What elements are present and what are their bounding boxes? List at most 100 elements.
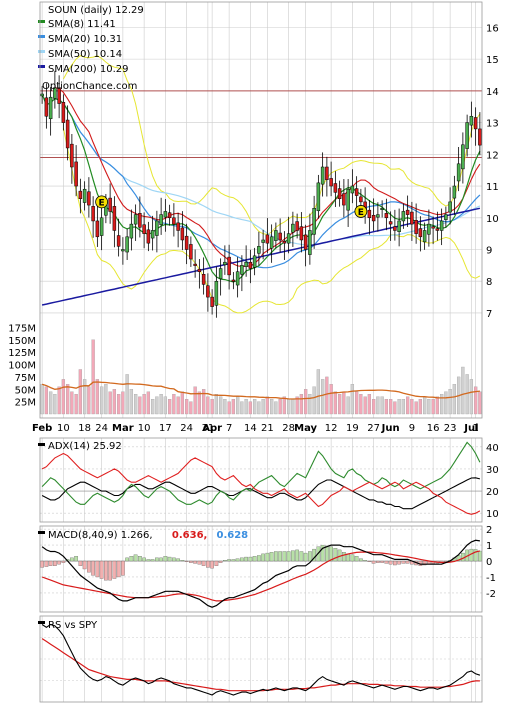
volume-bar-67 bbox=[325, 376, 329, 415]
macd-hist-bar-84 bbox=[397, 560, 401, 565]
volume-ma-line bbox=[41, 381, 480, 400]
candle-body-59 bbox=[291, 223, 295, 233]
x-label-18: Jun bbox=[381, 423, 400, 434]
price-ytick-7: 7 bbox=[486, 309, 492, 320]
macd-hist-bar-21 bbox=[129, 556, 134, 562]
macd-hist-bar-12 bbox=[91, 560, 95, 576]
candle-body-24 bbox=[142, 224, 146, 234]
bollinger-lower bbox=[62, 127, 481, 314]
volume-bar-101 bbox=[469, 379, 474, 415]
volume-bar-9 bbox=[78, 369, 83, 415]
macd-hist-bar-48 bbox=[244, 556, 248, 562]
macd-hist-bar-34 bbox=[184, 560, 189, 562]
volume-bar-47 bbox=[240, 401, 244, 415]
volume-bar-61 bbox=[299, 394, 304, 415]
adx-series-2 bbox=[41, 452, 481, 515]
macd-legend-swatch bbox=[38, 531, 45, 534]
macd-hist-bar-50 bbox=[252, 556, 257, 562]
volume-bar-86 bbox=[405, 396, 410, 415]
candle-body-44 bbox=[227, 256, 231, 276]
macd-ytick-2: 2 bbox=[486, 525, 492, 536]
candle-body-31 bbox=[172, 217, 176, 225]
x-label-6: 17 bbox=[159, 423, 172, 434]
volume-bar-96 bbox=[448, 389, 452, 415]
candle-body-84 bbox=[397, 220, 401, 232]
candle-body-61 bbox=[299, 226, 304, 241]
candle-body-81 bbox=[384, 213, 389, 219]
candle-body-38 bbox=[201, 274, 206, 285]
macd-hist-bar-81 bbox=[384, 560, 389, 564]
macd-hist-bar-72 bbox=[346, 553, 350, 562]
candle-body-46 bbox=[235, 271, 240, 286]
volume-bar-78 bbox=[371, 399, 376, 415]
candle-body-97 bbox=[452, 185, 457, 199]
candle-body-45 bbox=[231, 279, 236, 282]
volume-bar-73 bbox=[350, 384, 355, 415]
x-label-3: 24 bbox=[95, 423, 108, 434]
volume-bar-60 bbox=[295, 396, 299, 415]
volume-bar-13 bbox=[95, 379, 100, 415]
candle-body-89 bbox=[418, 228, 423, 238]
volume-bar-35 bbox=[189, 401, 193, 415]
candle-body-18 bbox=[116, 235, 121, 247]
candle-body-87 bbox=[410, 211, 414, 225]
candle-body-82 bbox=[388, 221, 393, 225]
volume-bar-102 bbox=[473, 386, 478, 415]
volume-bar-4 bbox=[57, 386, 61, 415]
candle-body-69 bbox=[333, 183, 338, 193]
candle-body-13 bbox=[95, 220, 100, 238]
volume-bar-65 bbox=[316, 369, 321, 415]
volume-bar-83 bbox=[393, 401, 397, 415]
volume-bar-17 bbox=[112, 389, 117, 415]
macd-hist-bar-85 bbox=[401, 560, 406, 564]
volume-bar-79 bbox=[376, 396, 380, 415]
macd-hist-bar-32 bbox=[176, 558, 180, 562]
watermark-text: OptionChance.com bbox=[42, 81, 137, 92]
volume-bar-54 bbox=[269, 399, 274, 415]
macd-hist-bar-38 bbox=[201, 560, 206, 566]
candle-body-70 bbox=[337, 188, 342, 199]
volume-bar-21 bbox=[129, 389, 134, 415]
macd-hist-bar-51 bbox=[257, 555, 261, 562]
candle-body-101 bbox=[469, 115, 474, 126]
volume-bar-51 bbox=[257, 401, 261, 415]
volume-bar-10 bbox=[82, 379, 87, 415]
volume-bar-38 bbox=[201, 389, 206, 415]
macd-hist-bar-56 bbox=[278, 551, 282, 562]
macd-hist-bar-9 bbox=[78, 560, 83, 566]
price-ytick-8: 8 bbox=[486, 277, 492, 288]
macd-line bbox=[41, 539, 480, 608]
adx-series-0 bbox=[41, 477, 481, 510]
volume-ytick-0: 25M bbox=[15, 398, 36, 409]
price-ytick-10: 10 bbox=[486, 214, 499, 225]
x-label-10: 7 bbox=[226, 423, 232, 434]
volume-bar-2 bbox=[48, 391, 53, 415]
macd-hist-bar-42 bbox=[218, 560, 223, 563]
volume-bar-91 bbox=[427, 399, 431, 415]
price-ytick-12: 12 bbox=[486, 150, 499, 161]
volume-bar-50 bbox=[252, 399, 257, 415]
volume-bar-24 bbox=[142, 394, 146, 415]
macd-hist-bar-64 bbox=[312, 548, 316, 562]
price-ytick-14: 14 bbox=[486, 87, 499, 98]
candle-body-74 bbox=[354, 188, 359, 196]
volume-bar-7 bbox=[70, 391, 74, 415]
macd-ytick--2: -2 bbox=[486, 589, 496, 600]
price-frame bbox=[39, 1, 483, 419]
macd-legend-0: MACD(8,40,9) 1.266, bbox=[48, 530, 153, 541]
volume-bar-8 bbox=[74, 394, 78, 415]
macd-hist-bar-17 bbox=[112, 560, 117, 579]
volume-bar-89 bbox=[418, 399, 423, 415]
candle-body-80 bbox=[380, 208, 384, 210]
volume-bar-53 bbox=[265, 396, 270, 415]
candle-body-98 bbox=[456, 163, 461, 182]
macd-hist-bar-13 bbox=[95, 560, 100, 578]
macd-hist-bar-36 bbox=[193, 560, 197, 564]
volume-bar-31 bbox=[172, 394, 176, 415]
earnings-marker-label-0: E bbox=[99, 198, 105, 208]
x-label-22: Jul bbox=[463, 423, 478, 434]
macd-hist-bar-60 bbox=[295, 549, 299, 562]
x-label-14: May bbox=[294, 423, 317, 434]
macd-hist-bar-62 bbox=[303, 552, 308, 562]
volume-bar-29 bbox=[163, 396, 168, 415]
